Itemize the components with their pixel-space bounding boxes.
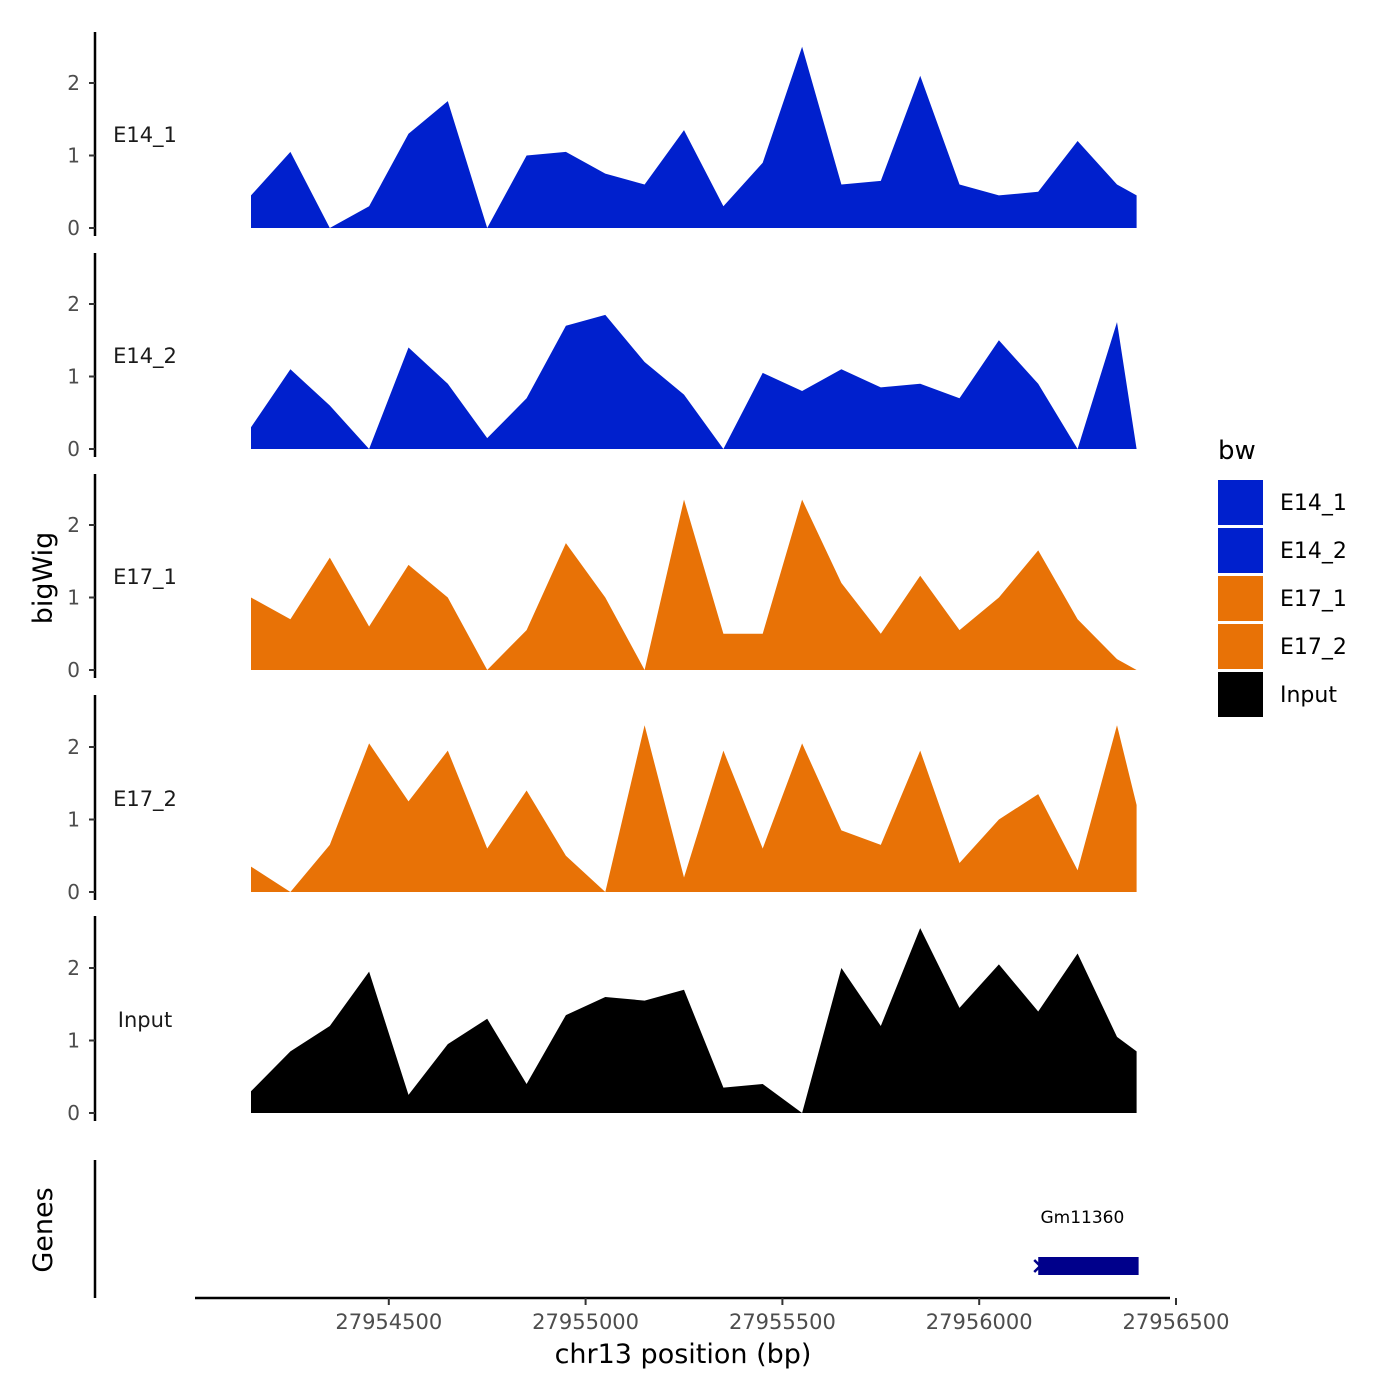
coverage-area-e17_2: [251, 725, 1137, 892]
legend-label: E14_1: [1280, 491, 1347, 516]
legend-label: E14_2: [1280, 539, 1347, 564]
legend-label: E17_1: [1280, 587, 1347, 612]
track-label: Input: [118, 1008, 172, 1032]
gene-label: Gm11360: [1041, 1208, 1125, 1228]
legend-swatch: [1218, 576, 1263, 621]
legend-label: Input: [1280, 683, 1337, 708]
y-tick-label: 2: [67, 956, 80, 980]
legend-swatch: [1218, 480, 1263, 525]
y-tick-label: 2: [67, 292, 80, 316]
coverage-area-e17_1: [251, 499, 1137, 670]
legend-entry-e17_1: E17_1: [1218, 576, 1347, 621]
gene-strand-arrow-icon: [1033, 1259, 1043, 1273]
y-tick-label: 2: [67, 513, 80, 537]
legend-entry-input: Input: [1218, 672, 1337, 717]
legend-entry-e14_2: E14_2: [1218, 528, 1347, 573]
x-tick-label: 27955500: [729, 1310, 836, 1334]
legend-label: E17_2: [1280, 635, 1347, 660]
y-tick-label: 0: [67, 216, 80, 240]
legend-title: bw: [1218, 436, 1256, 466]
y-tick-label: 1: [67, 586, 80, 610]
y-tick-label: 1: [67, 808, 80, 832]
legend-swatch: [1218, 624, 1263, 669]
legend-entry-e14_1: E14_1: [1218, 480, 1347, 525]
coverage-area-e14_2: [251, 314, 1137, 449]
y-axis-title: bigWig: [28, 532, 59, 625]
gene-body: [1038, 1257, 1139, 1275]
legend-swatch: [1218, 672, 1263, 717]
track-panel-input: 0 1 2 Input: [67, 916, 1137, 1125]
x-tick-label: 27955000: [532, 1310, 639, 1334]
coverage-area-e14_1: [251, 46, 1137, 228]
x-tick-label: 27956500: [1123, 1310, 1230, 1334]
y-tick-label: 0: [67, 1101, 80, 1125]
track-panel-e17_2: 0 1 2 E17_2: [67, 695, 1137, 904]
track-panel-e17_1: 0 1 2 E17_1: [67, 474, 1137, 682]
legend-entry-e17_2: E17_2: [1218, 624, 1347, 669]
track-label: E17_1: [113, 565, 177, 590]
gene-gm11360: Gm11360: [1033, 1208, 1139, 1275]
x-axis: 27954500 27955000 27955500 27956000 27956500: [195, 1296, 1230, 1334]
y-tick-label: 0: [67, 880, 80, 904]
y-tick-label: 1: [67, 365, 80, 389]
legend: bw E14_1 E14_2 E17_1 E17_2 Input: [1218, 436, 1347, 717]
y-tick-label: 1: [67, 1029, 80, 1053]
y-tick-label: 2: [67, 71, 80, 95]
track-label: E14_1: [113, 123, 177, 148]
coverage-area-input: [251, 928, 1137, 1113]
y-tick-label: 2: [67, 735, 80, 759]
y-tick-label: 0: [67, 658, 80, 682]
track-panel-e14_1: 0 1 2 E14_1: [67, 32, 1137, 240]
track-label: E17_2: [113, 787, 177, 812]
legend-swatch: [1218, 528, 1263, 573]
y-tick-label: 0: [67, 437, 80, 461]
y-tick-label: 1: [67, 144, 80, 168]
track-label: E14_2: [113, 344, 177, 369]
track-panel-e14_2: 0 1 2 E14_2: [67, 253, 1137, 461]
x-tick-label: 27954500: [335, 1310, 442, 1334]
track-panels: 0 1 2 E14_1 0 1 2 E14_2 0 1 2 E17_1 0 1 2 E17_2 0 1 2 Input: [67, 32, 1137, 1125]
x-tick-label: 27956000: [926, 1310, 1033, 1334]
x-axis-title: chr13 position (bp): [555, 1339, 812, 1370]
gene-track: Gm11360: [93, 1160, 1139, 1298]
gene-track-title: Genes: [28, 1187, 59, 1272]
